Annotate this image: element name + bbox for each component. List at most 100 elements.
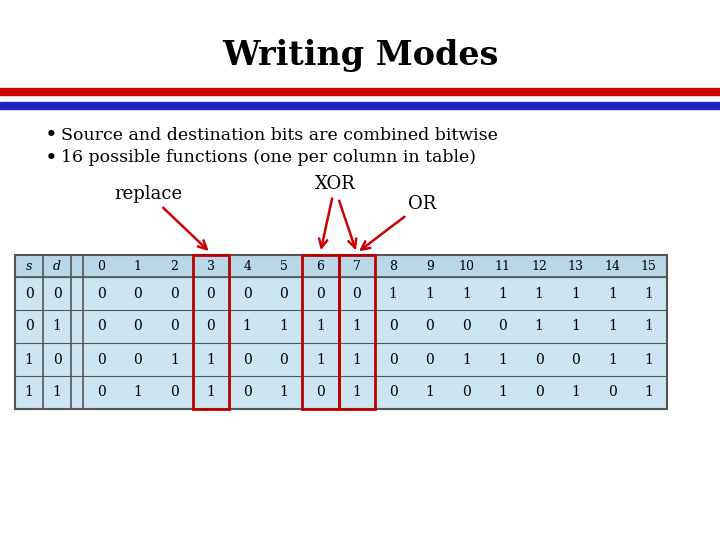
Text: 1: 1 <box>207 353 215 367</box>
Text: 0: 0 <box>133 287 142 300</box>
Text: 1: 1 <box>571 386 580 400</box>
Text: 0: 0 <box>535 353 544 367</box>
Text: 0: 0 <box>24 287 33 300</box>
Text: 1: 1 <box>644 320 653 334</box>
Text: 0: 0 <box>133 353 142 367</box>
Text: 1: 1 <box>134 260 142 273</box>
Text: 4: 4 <box>243 260 251 273</box>
Text: 1: 1 <box>352 320 361 334</box>
Text: 1: 1 <box>608 287 617 300</box>
Text: 1: 1 <box>352 386 361 400</box>
Text: 0: 0 <box>97 260 105 273</box>
Text: 1: 1 <box>426 386 434 400</box>
Text: 6: 6 <box>316 260 324 273</box>
Text: 1: 1 <box>498 386 507 400</box>
Text: 1: 1 <box>608 353 617 367</box>
Bar <box>302 255 338 409</box>
Text: 3: 3 <box>207 260 215 273</box>
Text: 1: 1 <box>207 386 215 400</box>
Text: 0: 0 <box>97 386 106 400</box>
Text: 16 possible functions (one per column in table): 16 possible functions (one per column in… <box>61 150 476 166</box>
Text: 0: 0 <box>24 320 33 334</box>
Text: 11: 11 <box>495 260 510 273</box>
Text: replace: replace <box>114 185 207 249</box>
Text: 9: 9 <box>426 260 433 273</box>
Text: 0: 0 <box>426 353 434 367</box>
Text: 1: 1 <box>535 320 544 334</box>
Text: 2: 2 <box>171 260 178 273</box>
Text: 0: 0 <box>279 287 288 300</box>
Text: 0: 0 <box>97 287 106 300</box>
Text: XOR: XOR <box>315 175 356 247</box>
Text: 1: 1 <box>571 320 580 334</box>
Text: 1: 1 <box>608 320 617 334</box>
Text: 0: 0 <box>462 386 471 400</box>
Text: 10: 10 <box>458 260 474 273</box>
Bar <box>192 255 229 409</box>
Bar <box>0 102 720 109</box>
Text: 0: 0 <box>207 287 215 300</box>
Bar <box>15 255 667 409</box>
Text: 0: 0 <box>243 353 251 367</box>
Text: 1: 1 <box>279 320 288 334</box>
Text: 1: 1 <box>316 320 325 334</box>
Text: 0: 0 <box>97 353 106 367</box>
Text: 0: 0 <box>608 386 616 400</box>
Text: 1: 1 <box>462 353 471 367</box>
Text: 1: 1 <box>498 353 507 367</box>
Text: 1: 1 <box>498 287 507 300</box>
Text: 1: 1 <box>243 320 252 334</box>
Text: 0: 0 <box>498 320 507 334</box>
Text: Source and destination bits are combined bitwise: Source and destination bits are combined… <box>61 126 498 144</box>
Text: 0: 0 <box>389 320 397 334</box>
Text: 7: 7 <box>353 260 361 273</box>
Text: 0: 0 <box>279 353 288 367</box>
Text: 1: 1 <box>133 386 142 400</box>
Text: 12: 12 <box>531 260 547 273</box>
Text: 0: 0 <box>97 320 106 334</box>
Text: 0: 0 <box>389 386 397 400</box>
Text: 0: 0 <box>170 287 179 300</box>
Text: d: d <box>53 260 61 273</box>
Text: 0: 0 <box>389 353 397 367</box>
Text: 1: 1 <box>571 287 580 300</box>
Text: 1: 1 <box>644 353 653 367</box>
Text: 1: 1 <box>426 287 434 300</box>
Text: 1: 1 <box>170 353 179 367</box>
Text: 13: 13 <box>568 260 584 273</box>
Text: 0: 0 <box>572 353 580 367</box>
Text: 0: 0 <box>207 320 215 334</box>
Text: 0: 0 <box>243 287 251 300</box>
Text: 0: 0 <box>426 320 434 334</box>
Text: 1: 1 <box>644 287 653 300</box>
Text: 0: 0 <box>535 386 544 400</box>
Text: 1: 1 <box>53 386 61 400</box>
Text: 1: 1 <box>24 353 33 367</box>
Text: 1: 1 <box>462 287 471 300</box>
Text: 0: 0 <box>170 386 179 400</box>
Text: 15: 15 <box>641 260 657 273</box>
Text: 0: 0 <box>133 320 142 334</box>
Text: OR: OR <box>408 195 436 213</box>
Bar <box>0 88 720 95</box>
Text: 1: 1 <box>24 386 33 400</box>
Text: 1: 1 <box>279 386 288 400</box>
Text: •: • <box>45 125 58 145</box>
Text: 0: 0 <box>352 287 361 300</box>
Bar <box>338 255 375 409</box>
Text: •: • <box>45 148 58 168</box>
Text: Writing Modes: Writing Modes <box>222 38 498 71</box>
Text: 1: 1 <box>316 353 325 367</box>
Text: 1: 1 <box>389 287 397 300</box>
Text: 1: 1 <box>352 353 361 367</box>
Text: 14: 14 <box>604 260 620 273</box>
Text: 0: 0 <box>170 320 179 334</box>
Bar <box>15 255 667 409</box>
Text: 1: 1 <box>535 287 544 300</box>
Text: 0: 0 <box>462 320 471 334</box>
Text: 8: 8 <box>390 260 397 273</box>
Text: 1: 1 <box>53 320 61 334</box>
Text: s: s <box>26 260 32 273</box>
Text: 0: 0 <box>316 287 325 300</box>
Text: 0: 0 <box>53 287 61 300</box>
